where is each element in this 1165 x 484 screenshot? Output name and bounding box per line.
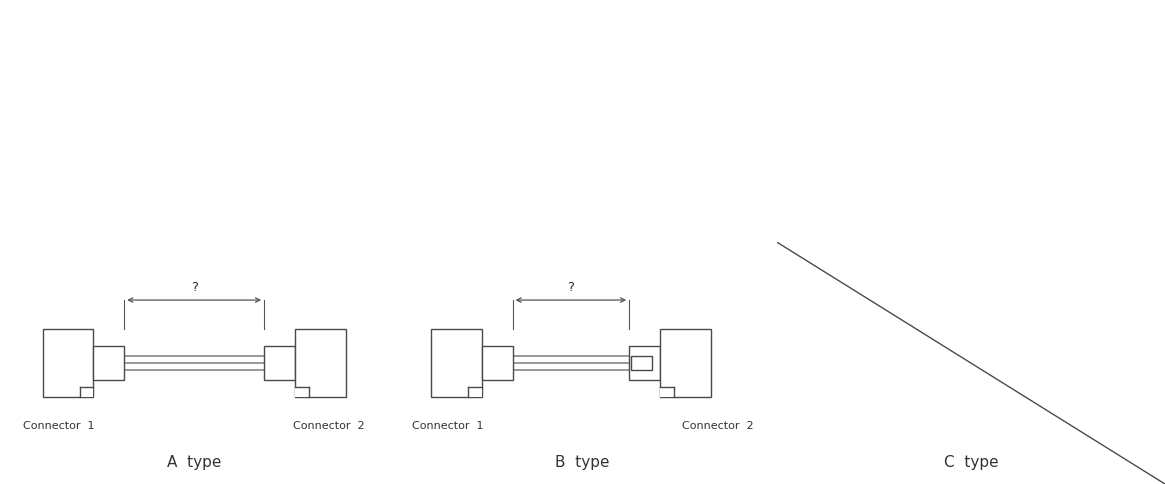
Text: B  type: B type [556,455,609,469]
Bar [629,346,661,380]
Bar [481,346,513,380]
Bar [295,329,346,397]
Text: Connector  1: Connector 1 [23,421,94,431]
Bar [264,346,295,380]
Bar [631,356,652,370]
Bar [468,387,481,397]
Text: ?: ? [191,281,198,294]
Bar [79,387,93,397]
Text: C  type: C type [944,455,998,469]
Text: Connector  2: Connector 2 [682,421,754,431]
Bar [43,329,93,397]
Text: Connector  2: Connector 2 [294,421,365,431]
Bar [295,387,309,397]
Bar [661,329,711,397]
Text: ?: ? [567,281,574,294]
Text: A  type: A type [167,455,221,469]
Bar [659,387,673,397]
Bar [431,329,481,397]
Text: Connector  1: Connector 1 [411,421,483,431]
Bar [93,346,125,380]
